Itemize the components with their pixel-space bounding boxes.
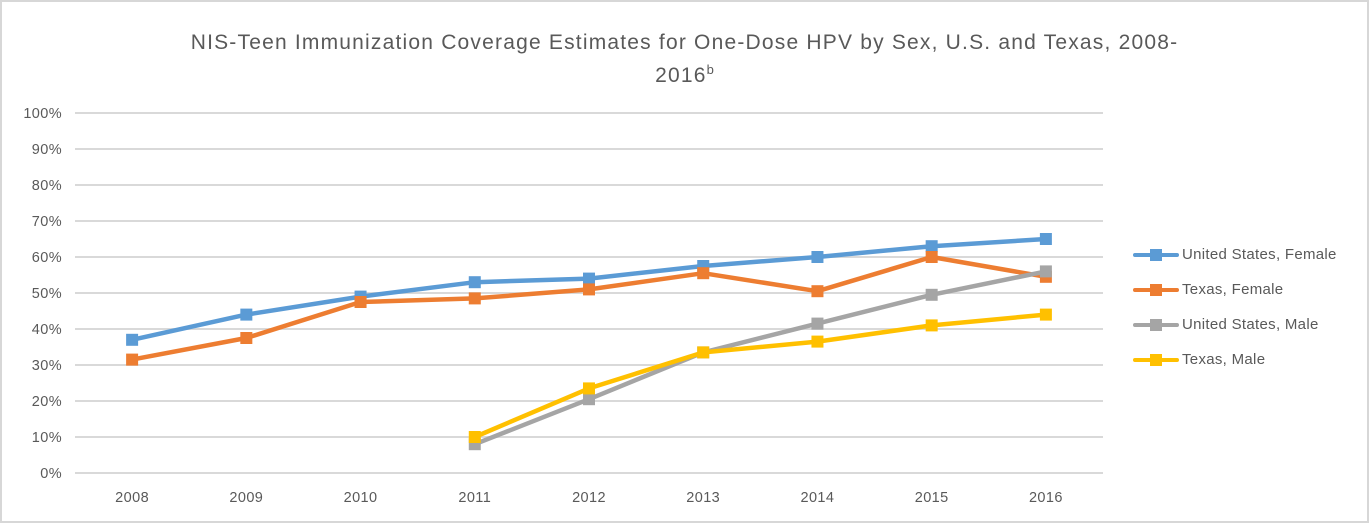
marker-texas-female-2011 <box>468 292 481 305</box>
marker-texas-male-2016 <box>1039 308 1052 321</box>
chart-title-line2: 2016 <box>655 64 707 87</box>
marker-united-states-female-2015 <box>925 240 938 253</box>
x-axis-tick-label: 2012 <box>572 490 606 506</box>
marker-texas-male-2015 <box>925 319 938 332</box>
legend-line-marker-icon <box>1133 353 1179 366</box>
legend-line-marker-icon <box>1133 248 1179 261</box>
marker-united-states-female-2014 <box>811 251 824 263</box>
marker-united-states-male-2016 <box>1039 265 1052 278</box>
y-axis-tick-label: 70% <box>32 214 62 230</box>
legend-square-marker <box>1150 318 1162 331</box>
y-axis-tick-label: 80% <box>32 178 62 194</box>
marker-texas-male-2014 <box>811 335 824 348</box>
marker-united-states-male-2015 <box>925 288 938 301</box>
marker-texas-female-2014 <box>811 285 824 298</box>
chart-title-line1: NIS-Teen Immunization Coverage Estimates… <box>190 31 1179 54</box>
legend-label: Texas, Male <box>1182 351 1266 368</box>
marker-united-states-male-2014 <box>811 317 824 330</box>
y-axis-tick-label: 50% <box>32 286 62 302</box>
y-axis-tick-label: 0% <box>40 466 62 482</box>
x-axis-tick-label: 2014 <box>801 490 835 506</box>
legend-item-texas-female: Texas, Female <box>1133 278 1337 301</box>
chart-title-superscript: b <box>706 62 714 77</box>
x-axis-tick-label: 2013 <box>686 490 720 506</box>
marker-united-states-female-2011 <box>468 276 481 289</box>
marker-united-states-female-2008 <box>126 333 139 346</box>
legend-square-marker <box>1150 283 1162 296</box>
x-axis-tick-label: 2015 <box>915 490 949 506</box>
y-axis-tick-label: 60% <box>32 250 62 266</box>
legend-item-texas-male: Texas, Male <box>1133 348 1337 371</box>
y-axis-tick-label: 100% <box>23 106 62 122</box>
legend-line-marker-icon <box>1133 318 1179 331</box>
series-line-texas-male <box>473 312 1047 440</box>
marker-texas-female-2015 <box>925 251 938 263</box>
marker-texas-female-2012 <box>583 283 595 296</box>
marker-texas-female-2009 <box>240 332 253 344</box>
legend-line-marker-icon <box>1133 283 1179 296</box>
legend-label: United States, Female <box>1182 246 1337 263</box>
y-axis-tick-label: 30% <box>32 358 62 374</box>
marker-united-states-female-2009 <box>240 308 253 321</box>
legend-item-united-states-female: United States, Female <box>1133 243 1337 266</box>
marker-united-states-female-2012 <box>583 272 595 285</box>
legend-label: United States, Male <box>1182 316 1319 333</box>
marker-texas-female-2010 <box>354 296 367 308</box>
y-axis-tick-label: 20% <box>32 394 62 410</box>
legend-square-marker <box>1150 248 1162 261</box>
chart-title: NIS-Teen Immunization Coverage Estimates… <box>2 26 1367 92</box>
series-line-united-states-male <box>473 269 1047 447</box>
series-line-texas-female <box>131 254 1047 362</box>
legend-square-marker <box>1150 353 1162 366</box>
legend-label: Texas, Female <box>1182 281 1284 298</box>
x-axis-tick-label: 2009 <box>229 490 263 506</box>
x-axis-tick-label: 2008 <box>115 490 149 506</box>
x-axis-tick-label: 2011 <box>458 490 491 506</box>
marker-texas-male-2011 <box>468 431 481 443</box>
marker-united-states-male-2012 <box>583 393 595 406</box>
chart-legend: United States, Female Texas, Female United… <box>1133 243 1337 383</box>
y-axis-tick-label: 10% <box>32 430 62 446</box>
y-axis-tick-label: 40% <box>32 322 62 338</box>
marker-texas-female-2013 <box>697 267 710 280</box>
marker-texas-female-2008 <box>126 353 139 366</box>
y-axis-tick-label: 90% <box>32 142 62 158</box>
x-axis-tick-label: 2010 <box>344 490 378 506</box>
marker-united-states-female-2016 <box>1039 233 1052 245</box>
legend-item-united-states-male: United States, Male <box>1133 313 1337 336</box>
x-axis-tick-label: 2016 <box>1029 490 1063 506</box>
marker-texas-male-2012 <box>583 382 595 395</box>
marker-texas-male-2013 <box>697 346 710 359</box>
